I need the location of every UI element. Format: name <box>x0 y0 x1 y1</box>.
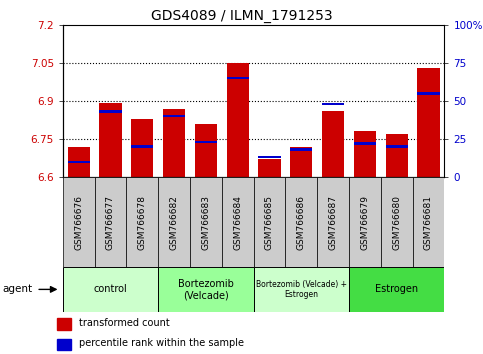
Bar <box>227 63 249 177</box>
Bar <box>254 177 285 267</box>
Bar <box>195 124 217 177</box>
Bar <box>258 159 281 177</box>
Text: agent: agent <box>2 284 32 295</box>
Bar <box>227 77 249 79</box>
Bar <box>354 131 376 177</box>
Bar <box>163 108 185 177</box>
Bar <box>317 177 349 267</box>
Bar <box>417 68 440 177</box>
Text: GSM766679: GSM766679 <box>360 195 369 250</box>
Bar <box>63 267 158 312</box>
Bar <box>349 177 381 267</box>
Text: Bortezomib (Velcade) +
Estrogen: Bortezomib (Velcade) + Estrogen <box>256 280 347 299</box>
Bar <box>322 103 344 105</box>
Bar <box>290 148 313 151</box>
Bar <box>57 318 71 330</box>
Text: GSM766678: GSM766678 <box>138 195 147 250</box>
Text: percentile rank within the sample: percentile rank within the sample <box>79 338 243 348</box>
Text: GSM766684: GSM766684 <box>233 195 242 250</box>
Bar <box>68 160 90 163</box>
Bar <box>195 141 217 143</box>
Text: GSM766687: GSM766687 <box>328 195 338 250</box>
Text: GSM766685: GSM766685 <box>265 195 274 250</box>
Bar <box>68 147 90 177</box>
Bar <box>63 177 95 267</box>
Bar <box>131 145 154 148</box>
Bar <box>258 156 281 159</box>
Bar <box>57 338 71 350</box>
Bar <box>285 177 317 267</box>
Bar <box>254 267 349 312</box>
Text: GSM766677: GSM766677 <box>106 195 115 250</box>
Text: GSM766686: GSM766686 <box>297 195 306 250</box>
Bar <box>158 177 190 267</box>
Text: GSM766680: GSM766680 <box>392 195 401 250</box>
Bar <box>385 145 408 148</box>
Text: Bortezomib
(Velcade): Bortezomib (Velcade) <box>178 279 234 300</box>
Bar <box>322 111 344 177</box>
Text: GSM766682: GSM766682 <box>170 195 179 250</box>
Bar <box>417 92 440 95</box>
Bar <box>131 119 154 177</box>
Bar <box>190 177 222 267</box>
Bar <box>381 177 412 267</box>
Bar <box>385 134 408 177</box>
Bar <box>99 103 122 177</box>
Bar <box>222 177 254 267</box>
Text: GSM766676: GSM766676 <box>74 195 83 250</box>
Bar <box>163 115 185 118</box>
Bar <box>158 267 254 312</box>
Bar <box>354 142 376 145</box>
Text: transformed count: transformed count <box>79 318 170 328</box>
Bar <box>99 110 122 113</box>
Bar <box>127 177 158 267</box>
Text: Estrogen: Estrogen <box>375 284 418 295</box>
Text: GSM766683: GSM766683 <box>201 195 211 250</box>
Text: control: control <box>94 284 128 295</box>
Text: GSM766681: GSM766681 <box>424 195 433 250</box>
Bar <box>95 177 127 267</box>
Text: GDS4089 / ILMN_1791253: GDS4089 / ILMN_1791253 <box>151 9 332 23</box>
Bar <box>290 147 313 177</box>
Bar <box>412 177 444 267</box>
Bar <box>349 267 444 312</box>
